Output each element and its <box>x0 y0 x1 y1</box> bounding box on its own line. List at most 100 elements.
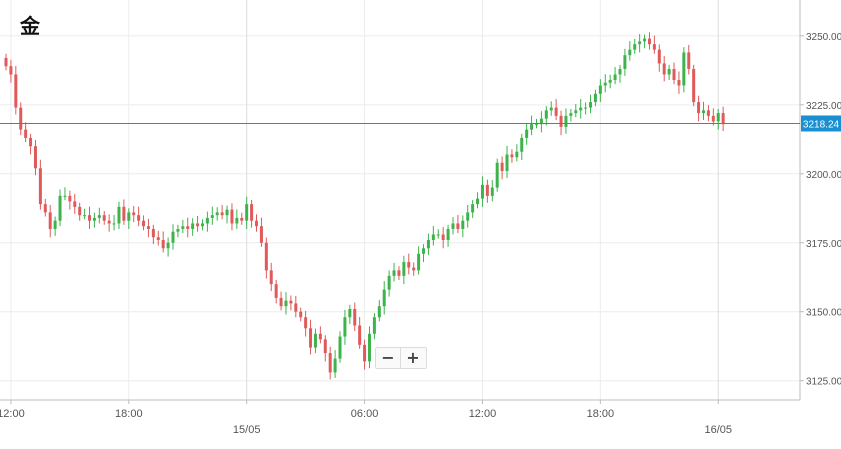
zoom-in-button[interactable]: + <box>400 348 425 368</box>
candle-body <box>402 262 406 276</box>
candle-body <box>471 204 475 213</box>
candle-body <box>711 115 715 122</box>
candle-body <box>422 248 426 254</box>
candle-body <box>510 154 514 158</box>
candle-body <box>284 300 288 307</box>
candle-body <box>88 215 92 221</box>
candle-body <box>14 74 18 108</box>
candle-body <box>716 113 720 122</box>
candle-body <box>259 226 263 243</box>
candle-body <box>328 353 332 373</box>
candle-body <box>304 317 308 329</box>
candle-body <box>348 308 352 318</box>
candle-body <box>397 270 401 276</box>
candle-body <box>677 80 681 86</box>
candle-body <box>461 220 465 229</box>
candle-body <box>417 253 421 271</box>
candle-body <box>569 113 573 116</box>
candle-body <box>132 212 136 216</box>
candle-body <box>196 223 200 227</box>
candle-body <box>412 267 416 271</box>
candle-body <box>78 206 82 216</box>
candle-body <box>372 317 376 334</box>
y-tick-label: 3250.00 <box>806 32 841 43</box>
candle-body <box>593 93 597 103</box>
candle-body <box>255 220 259 227</box>
candle-body <box>363 344 367 362</box>
candle-body <box>520 137 524 152</box>
candle-body <box>628 49 632 56</box>
candle-body <box>436 234 440 236</box>
candle-body <box>633 44 637 50</box>
candle-body <box>530 124 534 130</box>
candle-body <box>358 325 362 345</box>
candle-body <box>215 212 219 216</box>
candle-body <box>456 223 460 229</box>
candle-body <box>137 215 141 221</box>
candle-body <box>19 107 23 130</box>
candle-body <box>697 102 701 114</box>
candle-body <box>353 308 357 326</box>
candle-body <box>480 184 484 199</box>
candle-body <box>142 220 146 227</box>
y-tick-label: 3200.00 <box>806 170 841 181</box>
current-price-label: 3218.24 <box>803 119 840 130</box>
candle-body <box>382 289 386 307</box>
candle-body <box>309 328 313 348</box>
candle-body <box>29 137 33 147</box>
candle-body <box>441 234 445 240</box>
candle-body <box>200 223 204 227</box>
chart-title: 金 <box>20 14 40 38</box>
candle-body <box>83 215 87 217</box>
candle-body <box>367 333 371 362</box>
candle-body <box>63 195 67 197</box>
candle-body <box>186 226 190 229</box>
candle-body <box>73 201 77 207</box>
candle-body <box>603 82 607 86</box>
candle-body <box>392 270 396 276</box>
x-day-label: 16/05 <box>704 424 732 436</box>
y-tick-label: 3125.00 <box>806 377 841 388</box>
candle-body <box>559 115 563 127</box>
candle-body <box>4 57 8 67</box>
candle-body <box>608 80 612 83</box>
candle-body <box>220 212 224 216</box>
candle-body <box>240 217 244 221</box>
candle-body <box>574 110 578 114</box>
zoom-out-button[interactable]: − <box>381 348 395 367</box>
current-price-tag <box>801 115 841 132</box>
candle-body <box>446 228 450 240</box>
candle-body <box>539 118 543 125</box>
zoom-controls: − + <box>375 347 427 369</box>
candle-body <box>618 68 622 75</box>
x-tick-label: 18:00 <box>587 408 615 420</box>
candle-body <box>662 63 666 75</box>
candle-body <box>387 275 391 290</box>
x-tick-label: 06:00 <box>351 408 379 420</box>
candle-body <box>146 226 150 229</box>
candle-body <box>623 55 627 69</box>
candle-body <box>500 162 504 172</box>
candle-body <box>48 212 52 229</box>
candle-body <box>210 215 214 218</box>
x-tick-label: 18:00 <box>115 408 143 420</box>
candle-body <box>490 187 494 196</box>
y-tick-label: 3225.00 <box>806 101 841 112</box>
candle-body <box>117 206 121 224</box>
candle-body <box>294 303 298 312</box>
candle-body <box>181 226 185 229</box>
y-tick-label: 3150.00 <box>806 308 841 319</box>
candle-body <box>156 237 160 240</box>
candle-body <box>205 217 209 224</box>
candle-body <box>289 300 293 304</box>
candle-body <box>431 234 435 240</box>
candle-body <box>598 85 602 94</box>
x-tick-label: 12:00 <box>0 408 25 420</box>
candle-body <box>682 52 686 86</box>
candle-body <box>53 220 57 229</box>
candle-body <box>43 204 47 213</box>
candle-body <box>613 74 617 80</box>
candle-body <box>151 228 155 238</box>
x-day-label: 15/05 <box>233 424 261 436</box>
